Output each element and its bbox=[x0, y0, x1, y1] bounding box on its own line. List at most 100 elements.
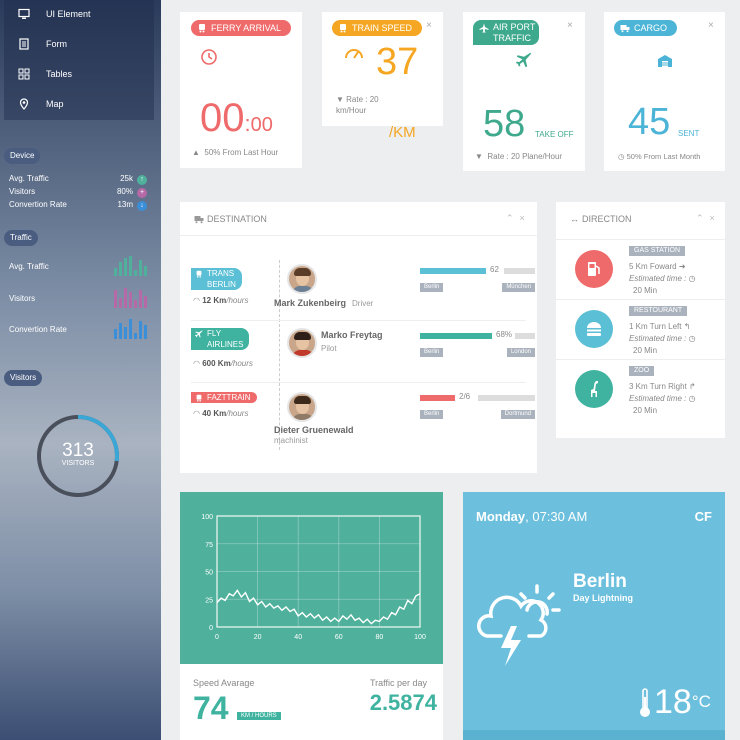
progress-track bbox=[515, 333, 535, 339]
direction-time: 20 Min bbox=[633, 406, 658, 415]
avatar bbox=[287, 392, 317, 422]
plot-frame bbox=[216, 515, 421, 628]
visitors-section-title: Visitors bbox=[4, 370, 43, 386]
route-to: München bbox=[502, 283, 535, 292]
sidebar-item-label: Tables bbox=[46, 69, 73, 79]
ferry-arrival-footer: ▲ 50% From Last Hour bbox=[192, 148, 279, 157]
close-icon[interactable]: × bbox=[519, 213, 531, 223]
sidebar-item-tables[interactable]: Tables bbox=[18, 64, 72, 84]
cargo-footer: ◷ 50% From Last Month bbox=[618, 152, 701, 161]
route-from: Berlin bbox=[420, 410, 444, 419]
direction-row[interactable]: RESTOURANT 1 Km Turn Left ↰ Estimated ti… bbox=[556, 299, 725, 359]
mini-bar-chart bbox=[114, 319, 147, 339]
direction-tag: ZOO bbox=[629, 366, 655, 376]
device-stat-avg-traffic: Avg. Traffic 25k ↑ bbox=[9, 174, 149, 186]
close-icon[interactable]: × bbox=[709, 213, 721, 223]
close-icon[interactable]: × bbox=[426, 20, 432, 31]
traffic-label: Avg. Traffic bbox=[9, 262, 49, 271]
truck-icon bbox=[194, 216, 204, 224]
person-name: Dieter Gruenewald bbox=[274, 425, 354, 435]
close-icon[interactable]: × bbox=[708, 20, 714, 31]
weather-city: Berlin bbox=[573, 571, 627, 592]
destination-row[interactable]: TRANS BERLIN ◠ 12 Km/hours Mark Zukenbeir… bbox=[191, 260, 536, 322]
sidebar-item-label: Form bbox=[46, 39, 67, 49]
mini-bar bbox=[139, 260, 142, 276]
cargo-unit: SENT bbox=[678, 129, 700, 138]
airport-traffic-value: 58 bbox=[483, 103, 526, 145]
sidebar-item-ui-element[interactable]: UI Element bbox=[18, 4, 91, 24]
traffic-label: Convertion Rate bbox=[9, 325, 67, 334]
lightning-cloud-icon bbox=[477, 584, 561, 666]
speed-label: ◠ 12 Km/hours bbox=[193, 296, 249, 305]
collapse-icon[interactable]: ⌃ bbox=[506, 213, 520, 223]
train-icon bbox=[199, 24, 205, 33]
arrow-up-circle-icon: ➜ bbox=[678, 262, 686, 271]
traffic-row-visitors: Visitors bbox=[9, 288, 149, 308]
airport-traffic-card: AIR PORT TRAFFIC × 58 TAKE OFF ▼ Rate : 2… bbox=[463, 12, 585, 171]
plus-icon: + bbox=[137, 188, 147, 198]
close-icon[interactable]: × bbox=[567, 20, 573, 31]
direction-estimate: Estimated time : ◷ bbox=[629, 274, 696, 283]
sidebar-item-form[interactable]: Form bbox=[18, 34, 67, 54]
sidebar-item-map[interactable]: Map bbox=[18, 94, 64, 114]
avatar bbox=[287, 264, 317, 294]
device-stat-conversion: Convertion Rate 13m ↓ bbox=[9, 200, 149, 212]
mini-bar bbox=[129, 256, 132, 276]
caret-up-icon: ▲ bbox=[192, 148, 200, 157]
destination-panel: DESTINATION ⌃× TRANS BERLIN ◠ 12 Km/hours… bbox=[180, 202, 537, 473]
destination-row[interactable]: FAZTTRAIN ◠ 40 Km/hours Dieter Gruenewal… bbox=[191, 388, 536, 450]
plane-icon bbox=[195, 330, 203, 338]
direction-tag: GAS STATION bbox=[629, 246, 686, 256]
cargo-title: CARGO bbox=[614, 20, 678, 36]
gas-pump-icon bbox=[575, 250, 613, 288]
stat-value: 80% bbox=[116, 187, 133, 196]
clock-icon: ◷ bbox=[688, 334, 696, 343]
mini-bar bbox=[124, 327, 127, 339]
mini-bar bbox=[119, 298, 122, 308]
turn-right-icon: ↱ bbox=[689, 382, 696, 391]
cargo-card: CARGO × 45 SENT ◷ 50% From Last Month bbox=[604, 12, 725, 171]
speedometer-icon: ◠ bbox=[193, 359, 200, 368]
train-icon bbox=[196, 270, 202, 278]
sidebar-item-label: UI Element bbox=[46, 9, 91, 19]
series-line bbox=[216, 589, 421, 625]
y-tick-label: 75 bbox=[205, 542, 213, 549]
stat-value: 13m bbox=[117, 200, 133, 209]
speedometer-icon bbox=[345, 49, 363, 59]
truck-icon bbox=[620, 25, 630, 33]
mini-bar bbox=[134, 270, 137, 276]
collapse-icon[interactable]: ⌃ bbox=[696, 213, 710, 223]
x-tick-label: 40 bbox=[294, 634, 302, 641]
progress-label: 2/6 bbox=[459, 392, 471, 401]
train-icon bbox=[340, 24, 346, 33]
mini-bar bbox=[124, 288, 127, 308]
ferry-arrival-time: 00:00 bbox=[200, 96, 273, 140]
destination-row[interactable]: FLY AIRLINES ◠ 600 Km/hours Marko Freytag… bbox=[191, 324, 536, 386]
mini-bar-chart bbox=[114, 288, 147, 308]
clock-icon: ◷ bbox=[618, 152, 625, 161]
direction-row[interactable]: GAS STATION 5 Km Foward ➜ Estimated time… bbox=[556, 239, 725, 299]
avatar bbox=[287, 328, 317, 358]
direction-title: ↔ DIRECTION bbox=[570, 214, 632, 224]
person-role: Driver bbox=[352, 299, 374, 308]
burger-icon bbox=[575, 310, 613, 348]
temperature-unit-toggle[interactable]: CF bbox=[694, 509, 712, 524]
map-pin-icon bbox=[19, 98, 29, 110]
train-icon bbox=[196, 394, 202, 402]
traffic-section-title: Traffic bbox=[4, 230, 38, 246]
progress-fill bbox=[420, 395, 455, 401]
route-to: Dortmund bbox=[500, 410, 535, 419]
stat-label: Avg. Traffic bbox=[9, 174, 49, 183]
direction-estimate: Estimated time : ◷ bbox=[629, 334, 696, 343]
visitors-count: 313 bbox=[62, 440, 94, 461]
visitors-gauge bbox=[37, 415, 119, 497]
up-arrow-icon: ↑ bbox=[137, 175, 147, 185]
train-speed-rate: ▼ Rate : 20 km/Hour bbox=[336, 95, 379, 115]
direction-distance: 3 Km Turn Right ↱ bbox=[629, 382, 696, 391]
x-tick-label: 0 bbox=[215, 634, 219, 641]
direction-row[interactable]: ZOO 3 Km Turn Right ↱ Estimated time : ◷… bbox=[556, 359, 725, 419]
airport-traffic-unit: TAKE OFF bbox=[535, 130, 574, 139]
route-progress: 62 Berlin München bbox=[420, 264, 535, 304]
traffic-label: Visitors bbox=[9, 294, 36, 303]
mini-bar bbox=[144, 325, 147, 339]
